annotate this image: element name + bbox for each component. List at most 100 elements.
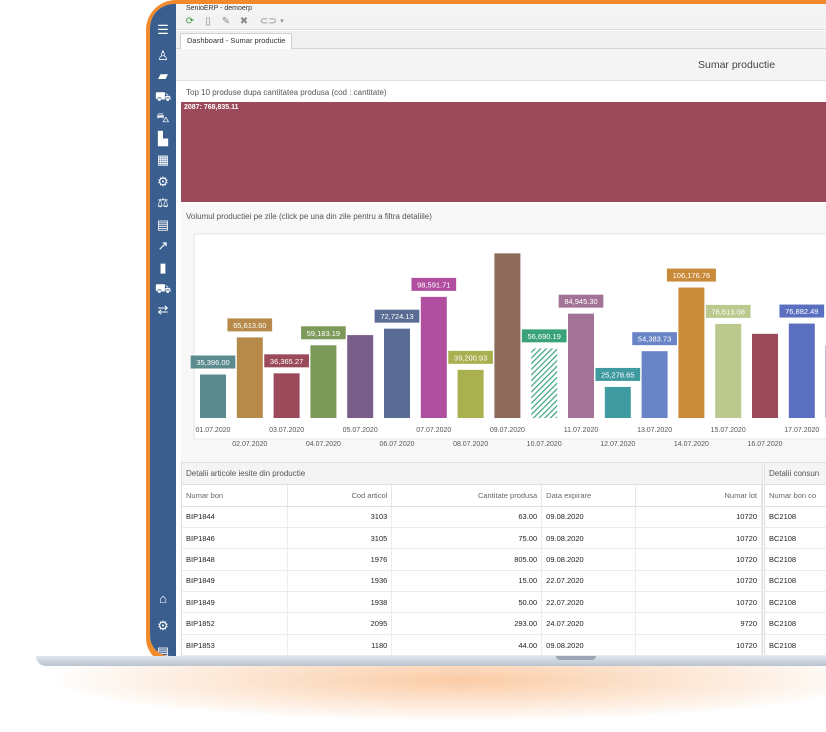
consumption-table: Numar bon co BC2108 BC2108 BC2108 BC2108 BC2… [765, 485, 826, 656]
column-header[interactable]: Data expirare [541, 485, 637, 507]
table-row[interactable]: BIP1846 3105 75.00 09.08.2020 10720 [182, 527, 762, 550]
chart-bar[interactable] [641, 351, 668, 418]
chart-bar[interactable] [457, 369, 484, 418]
chart-bar[interactable] [715, 323, 742, 418]
chart-bar[interactable] [752, 333, 778, 418]
org-chart-icon[interactable]: ♙ [157, 48, 169, 63]
chevron-down-icon[interactable]: ▾ [280, 18, 284, 25]
x-tick-label: 14.07.2020 [674, 441, 709, 448]
table-row[interactable]: BC2108 [765, 612, 826, 635]
table-row[interactable]: BIP1844 3103 63.00 09.08.2020 10720 [182, 506, 762, 528]
data-label-background [264, 354, 309, 368]
balance-icon[interactable]: ⚖ [157, 195, 169, 210]
table-cell: 9720 [635, 612, 762, 635]
chart-bar[interactable] [384, 328, 410, 418]
table-cell: 3103 [287, 506, 393, 528]
chart-bar[interactable] [347, 335, 374, 418]
chart-bar[interactable] [568, 313, 594, 418]
table-header-row: Numar bon Cod articol Cantitate produsa … [182, 485, 762, 507]
table-row[interactable]: BIP1852 2095 293.00 24.07.2020 9720 [182, 612, 762, 635]
settings-cogs-icon[interactable]: ⚙ [157, 174, 169, 189]
chart-bar[interactable] [200, 374, 226, 418]
top-product-bar[interactable]: 2087: 768,835.11 [181, 102, 826, 202]
table-cell: BC2108 [765, 634, 826, 656]
refresh-icon[interactable]: ⟳ [185, 16, 195, 27]
data-label: 84,945.30 [564, 297, 597, 306]
menu-icon[interactable]: ☰ [157, 22, 169, 37]
table-cell: BIP1844 [182, 506, 289, 528]
column-header[interactable]: Numar bon co [765, 485, 826, 507]
table-row[interactable]: BIP1849 1936 15.00 22.07.2020 10720 [182, 570, 762, 593]
chart-bar[interactable] [678, 287, 705, 418]
table-row[interactable]: BC2108 [765, 527, 826, 550]
bar-chart-icon[interactable]: ▮ [159, 260, 167, 275]
data-label: 76,882.49 [785, 307, 818, 316]
window-title: SenioERP - demoerp [186, 5, 253, 12]
gear-icon[interactable]: ⚙ [157, 618, 169, 633]
chart-bar[interactable] [236, 337, 263, 418]
chart-bar[interactable] [420, 296, 447, 418]
trend-chart-icon[interactable]: ↗ [157, 238, 169, 253]
data-label: 72,724.13 [380, 312, 413, 321]
transfer-icon[interactable]: ▙ [158, 131, 168, 146]
data-label-background [705, 304, 751, 318]
table-cell: 75.00 [391, 527, 543, 550]
delete-icon[interactable]: ✖ [239, 16, 249, 27]
chart-bar[interactable] [273, 373, 300, 418]
folder-open-icon[interactable]: ▰ [158, 68, 168, 83]
data-label: 56,690.19 [528, 332, 561, 341]
table-row[interactable]: BC2108 [765, 591, 826, 614]
table-cell: BIP1853 [182, 634, 289, 656]
home-icon[interactable]: ⌂ [159, 591, 167, 606]
table-row[interactable]: BIP1848 1976 805.00 09.08.2020 10720 [182, 548, 762, 571]
table-row[interactable]: BC2108 [765, 570, 826, 593]
cart-add-icon[interactable]: ⛟ [154, 89, 172, 104]
table-cell: BC2108 [765, 570, 826, 593]
x-tick-label: 06.07.2020 [379, 441, 414, 448]
table-row[interactable]: BC2108 [765, 506, 826, 528]
page-header: Sumar productie [176, 49, 826, 81]
table-row[interactable]: BIP1849 1938 50.00 22.07.2020 10720 [182, 591, 762, 614]
data-label: 35,396.00 [196, 358, 229, 367]
edit-icon[interactable]: ✎ [221, 16, 231, 27]
data-label: 36,365.27 [270, 357, 303, 366]
chart-bar[interactable] [494, 253, 521, 418]
cart-icon[interactable]: ⛍ [156, 110, 170, 125]
table-cell: 22.07.2020 [541, 570, 637, 593]
table-cell: 10720 [635, 634, 762, 656]
table-cell: 1938 [287, 591, 393, 614]
column-header[interactable]: Numar lot [635, 485, 762, 507]
table-cell: BIP1849 [182, 591, 289, 614]
table-cell: BIP1848 [182, 548, 289, 571]
table-cell: BC2108 [765, 612, 826, 635]
chart-bar[interactable] [310, 345, 337, 418]
production-chart-panel: Volumul productiei pe zile (click pe una… [181, 204, 826, 462]
exchange-icon[interactable]: ⇄ [157, 302, 169, 317]
chart-bar[interactable] [788, 323, 815, 418]
chart-bar[interactable] [604, 386, 631, 418]
column-header[interactable]: Numar bon [182, 485, 289, 507]
table-row[interactable]: BC2108 [765, 634, 826, 656]
data-label-background [190, 355, 236, 369]
document-icon[interactable]: ▤ [156, 644, 170, 656]
data-label-background [301, 326, 346, 340]
chart-bar[interactable] [531, 348, 558, 418]
truck-icon[interactable]: ⛟ [154, 281, 172, 296]
tab-dashboard[interactable]: Dashboard - Sumar productie [180, 33, 293, 49]
table-cell: 1936 [287, 570, 393, 593]
new-document-icon[interactable]: ▯ [205, 16, 211, 27]
data-label-background [779, 304, 825, 318]
sidebar: ☰ ♙ ▰ ⛟ ⛍ ▙ ▦ ⚙ ⚖ ▤ ↗ ▮ ⛟ ⇄ ⌂ ⚙ ▤ [150, 4, 176, 656]
column-header[interactable]: Cantitate produsa [391, 485, 543, 507]
column-header[interactable]: Cod articol [287, 485, 393, 507]
table-row[interactable]: BIP1853 1180 44.00 09.08.2020 10720 [182, 634, 762, 656]
table-cell: 10720 [635, 506, 762, 528]
table-header-row: Numar bon co [765, 485, 826, 507]
table-cell: 09.08.2020 [541, 548, 637, 571]
link-icon[interactable]: ⊂⊃ [260, 16, 277, 27]
x-tick-label: 05.07.2020 [343, 427, 378, 434]
calendar-icon[interactable]: ▤ [156, 217, 170, 232]
x-tick-label: 08.07.2020 [453, 441, 488, 448]
inventory-icon[interactable]: ▦ [156, 152, 170, 167]
table-row[interactable]: BC2108 [765, 548, 826, 571]
